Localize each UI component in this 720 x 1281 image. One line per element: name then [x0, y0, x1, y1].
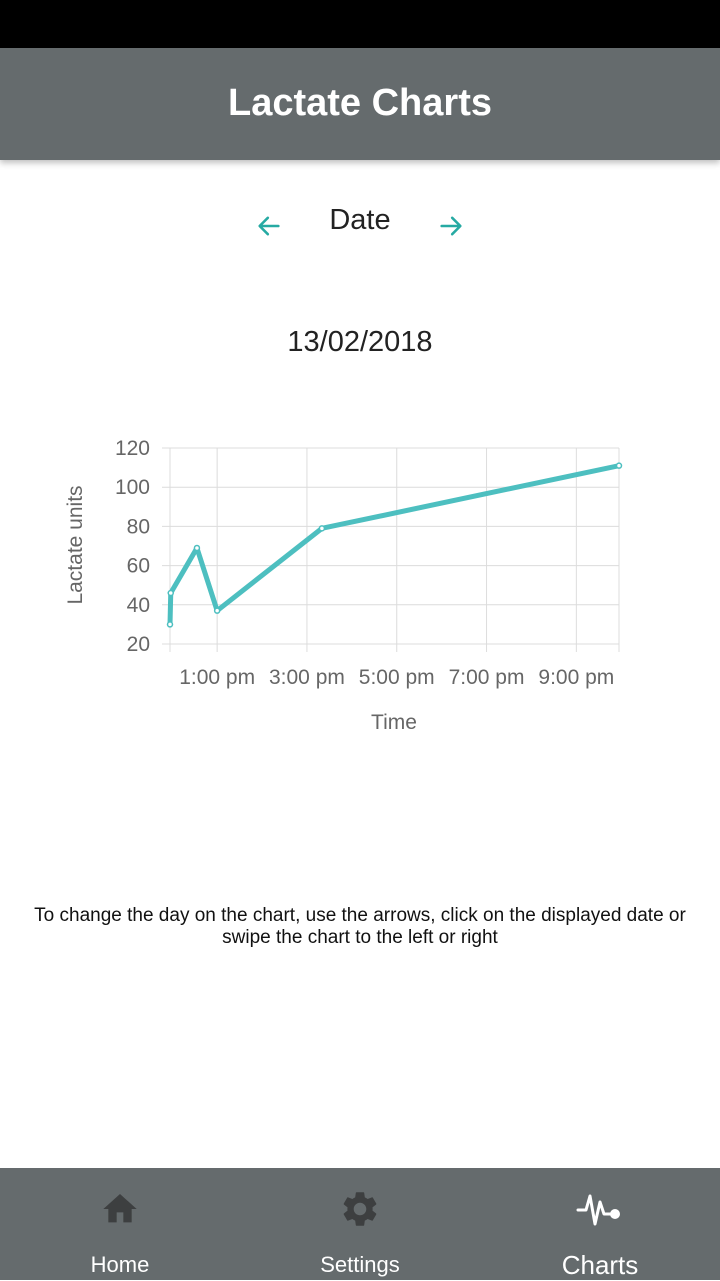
data-point[interactable] [193, 544, 201, 552]
page-title: Lactate Charts [228, 81, 492, 124]
y-tick-label: 60 [127, 555, 150, 578]
x-tick-label: 5:00 pm [359, 666, 435, 689]
app-header: Lactate Charts [0, 48, 720, 160]
gear-icon [343, 1192, 377, 1226]
data-point[interactable] [167, 589, 174, 597]
x-tick-label: 7:00 pm [449, 666, 525, 689]
y-tick-label: 100 [115, 476, 150, 499]
pulse-icon [576, 1194, 620, 1226]
previous-day-button[interactable] [251, 208, 287, 244]
date-label: Date [329, 203, 391, 236]
next-day-button[interactable] [433, 208, 469, 244]
data-point[interactable] [213, 607, 221, 614]
x-tick-label: 3:00 pm [269, 666, 345, 689]
data-point[interactable] [166, 621, 174, 628]
lactate-line-chart: 20 40 60 80 100 120 1:00 pm 3:00 pm 5:00 pm 7:00 … [64, 437, 623, 734]
data-point[interactable] [615, 462, 623, 469]
lactate-chart[interactable]: 20 40 60 80 100 120 1:00 pm 3:00 pm 5:00 pm 7:00 … [0, 420, 720, 760]
home-icon [103, 1194, 137, 1223]
arrow-right-icon [440, 216, 462, 236]
tab-home[interactable]: Home [0, 1168, 240, 1280]
date-navigation: Date [0, 196, 720, 256]
x-axis-label: Time [371, 711, 417, 734]
bottom-navigation: Home Settings Charts [0, 1168, 720, 1280]
help-text: To change the day on the chart, use the … [34, 905, 686, 948]
tab-settings[interactable]: Settings [240, 1168, 480, 1280]
tab-home-label: Home [90, 1252, 150, 1277]
y-tick-label: 40 [127, 594, 150, 617]
tab-charts-label: Charts [561, 1250, 639, 1280]
y-tick-label: 120 [115, 437, 150, 460]
x-tick-label: 1:00 pm [179, 666, 255, 689]
arrow-left-icon [258, 216, 280, 236]
data-point[interactable] [318, 525, 326, 532]
y-tick-label: 20 [127, 633, 150, 656]
tab-settings-label: Settings [320, 1252, 400, 1277]
y-axis-label: Lactate units [64, 485, 87, 604]
y-tick-label: 80 [127, 515, 150, 538]
x-tick-label: 9:00 pm [538, 666, 614, 689]
status-bar [0, 0, 720, 48]
current-date-button[interactable]: 13/02/2018 [287, 326, 433, 358]
tab-charts[interactable]: Charts [480, 1168, 720, 1280]
lactate-series-line [167, 463, 622, 627]
